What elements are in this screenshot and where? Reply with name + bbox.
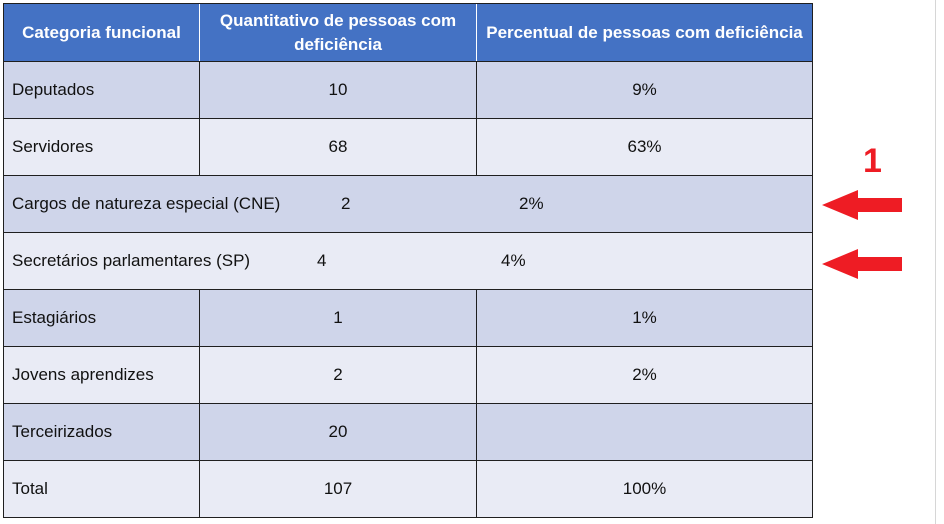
cell-categoria: Deputados (12, 80, 95, 99)
cell-categoria: Secretários parlamentares (SP) (12, 251, 251, 270)
cell-quantitativo: 2 (199, 347, 476, 403)
cell-percentual: 100% (476, 461, 812, 517)
table-row: Jovens aprendizes 2 2% (4, 347, 813, 404)
cell-quantitativo: 20 (199, 404, 476, 460)
cell-quantitativo: 2 (341, 194, 351, 213)
cell-categoria: Servidores (12, 137, 94, 156)
table-row-merged: Secretários parlamentares (SP) 4 4% (4, 233, 813, 290)
cell-percentual: 1% (476, 290, 812, 346)
header-quantitativo: Quantitativo de pessoas com deficiência (199, 4, 476, 61)
cell-quantitativo: 4 (317, 251, 327, 270)
header-categoria: Categoria funcional (22, 22, 181, 42)
cell-categoria: Estagiários (12, 308, 97, 327)
cell-quantitativo: 10 (199, 62, 476, 118)
table-row: Estagiários 1 1% (4, 290, 813, 347)
cell-quantitativo: 1 (199, 290, 476, 346)
cell-percentual: 2% (519, 194, 544, 213)
table-row-total: Total 107 100% (4, 461, 813, 518)
page-edge-line (935, 0, 936, 524)
cell-percentual: 63% (476, 119, 812, 175)
cell-categoria: Total (12, 479, 48, 498)
cell-percentual: 4% (501, 251, 526, 270)
table-row: Terceirizados 20 (4, 404, 813, 461)
table-row: Servidores 68 63% (4, 119, 813, 176)
table-row-merged: Cargos de natureza especial (CNE) 2 2% (4, 176, 813, 233)
cell-categoria: Jovens aprendizes (12, 365, 154, 384)
table-header-row: Categoria funcional Quantitativo de pess… (4, 4, 813, 62)
header-percentual: Percentual de pessoas com deficiência (476, 4, 812, 61)
cell-percentual (476, 404, 812, 460)
table-row: Deputados 10 9% (4, 62, 813, 119)
cell-percentual: 9% (476, 62, 812, 118)
cell-percentual: 2% (476, 347, 812, 403)
cell-quantitativo: 107 (199, 461, 476, 517)
red-arrow-left-icon (822, 249, 902, 279)
red-arrow-left-icon (822, 190, 902, 220)
cell-categoria: Terceirizados (12, 422, 113, 441)
pcd-table: Categoria funcional Quantitativo de pess… (3, 3, 813, 518)
annotation-number: 1 (863, 142, 882, 180)
cell-quantitativo: 68 (199, 119, 476, 175)
cell-categoria: Cargos de natureza especial (CNE) (12, 194, 281, 213)
